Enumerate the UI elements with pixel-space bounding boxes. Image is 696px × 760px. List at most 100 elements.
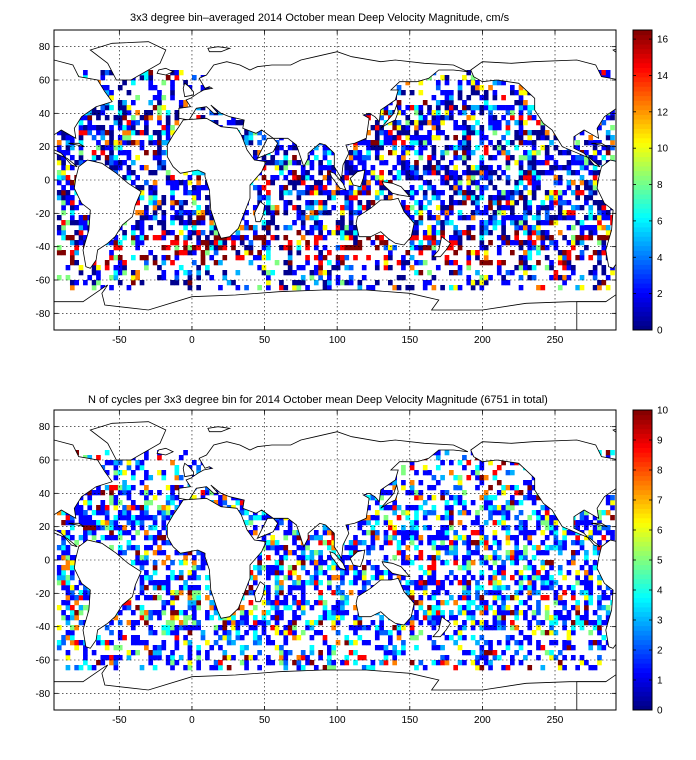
data-bin — [157, 610, 162, 616]
data-bin — [335, 265, 341, 271]
data-bin — [348, 540, 354, 546]
data-bin — [287, 145, 293, 151]
data-bin — [470, 130, 476, 136]
data-bin — [196, 190, 201, 196]
data-bin — [104, 140, 110, 146]
data-bin — [96, 275, 101, 281]
data-bin — [191, 250, 197, 256]
data-bin — [213, 630, 219, 636]
data-bin — [248, 585, 254, 591]
data-bin — [279, 580, 284, 586]
data-bin — [56, 250, 62, 256]
data-bin — [544, 190, 550, 196]
data-bin — [575, 570, 580, 576]
data-bin — [444, 560, 450, 566]
data-bin — [361, 580, 367, 586]
data-bin — [505, 270, 511, 276]
data-bin — [501, 625, 506, 631]
data-bin — [479, 585, 485, 591]
data-bin — [366, 625, 371, 631]
data-bin — [392, 530, 398, 536]
data-bin — [553, 580, 559, 586]
data-bin — [479, 665, 485, 671]
data-bin — [322, 235, 328, 241]
data-bin — [344, 600, 350, 606]
data-bin — [557, 215, 563, 221]
data-bin — [466, 235, 472, 241]
data-bin — [488, 275, 493, 281]
data-bin — [135, 155, 140, 161]
data-bin — [157, 205, 162, 211]
data-bin — [183, 560, 188, 566]
data-bin — [135, 605, 140, 611]
data-bin — [418, 660, 424, 666]
data-bin — [405, 585, 411, 591]
data-bin — [518, 610, 524, 616]
data-bin — [488, 195, 493, 201]
data-bin — [440, 660, 445, 666]
data-bin — [161, 125, 167, 131]
top-map-title: 3x3 degree bin–averaged 2014 October mea… — [130, 12, 510, 24]
data-bin — [501, 105, 506, 111]
data-bin — [453, 230, 459, 236]
data-bin — [449, 205, 454, 211]
data-bin — [174, 215, 180, 221]
data-bin — [270, 640, 276, 646]
data-bin — [605, 145, 611, 151]
data-bin — [231, 655, 236, 661]
data-bin — [170, 625, 175, 631]
data-bin — [449, 145, 454, 151]
data-bin — [523, 140, 528, 146]
data-bin — [65, 535, 71, 541]
data-bin — [488, 590, 493, 596]
data-bin — [540, 565, 546, 571]
data-bin — [453, 600, 459, 606]
data-bin — [135, 185, 140, 191]
land-australia — [355, 197, 415, 246]
data-bin — [527, 200, 533, 206]
data-bin — [405, 590, 411, 596]
data-bin — [435, 605, 441, 611]
data-bin — [231, 640, 236, 646]
data-bin — [56, 225, 62, 231]
data-bin — [109, 155, 114, 161]
data-bin — [597, 620, 602, 626]
data-bin — [466, 615, 472, 621]
data-bin — [313, 220, 319, 226]
data-bin — [505, 235, 511, 241]
data-bin — [305, 185, 310, 191]
data-bin — [470, 650, 476, 656]
data-bin — [266, 200, 271, 206]
data-bin — [96, 110, 101, 116]
data-bin — [501, 135, 506, 141]
data-bin — [152, 195, 158, 201]
data-bin — [444, 535, 450, 541]
data-bin — [244, 245, 249, 251]
data-bin — [209, 275, 215, 281]
data-bin — [318, 630, 323, 636]
data-bin — [457, 270, 463, 276]
data-bin — [518, 85, 524, 91]
data-bin — [457, 625, 463, 631]
data-bin — [187, 210, 193, 216]
data-bin — [605, 610, 611, 616]
data-bin — [488, 515, 493, 521]
data-bin — [340, 175, 345, 181]
data-bin — [462, 560, 467, 566]
data-bin — [575, 520, 580, 526]
data-bin — [536, 525, 541, 531]
data-bin — [531, 580, 537, 586]
data-bin — [152, 520, 158, 526]
data-bin — [83, 220, 88, 226]
data-bin — [597, 520, 602, 526]
data-bin — [296, 615, 302, 621]
data-bin — [61, 635, 66, 641]
data-bin — [431, 230, 437, 236]
data-bin — [483, 105, 489, 111]
data-bin — [104, 85, 110, 91]
data-bin — [575, 580, 580, 586]
data-bin — [117, 530, 123, 536]
data-bin — [126, 135, 132, 141]
data-bin — [222, 625, 228, 631]
data-bin — [96, 525, 101, 531]
